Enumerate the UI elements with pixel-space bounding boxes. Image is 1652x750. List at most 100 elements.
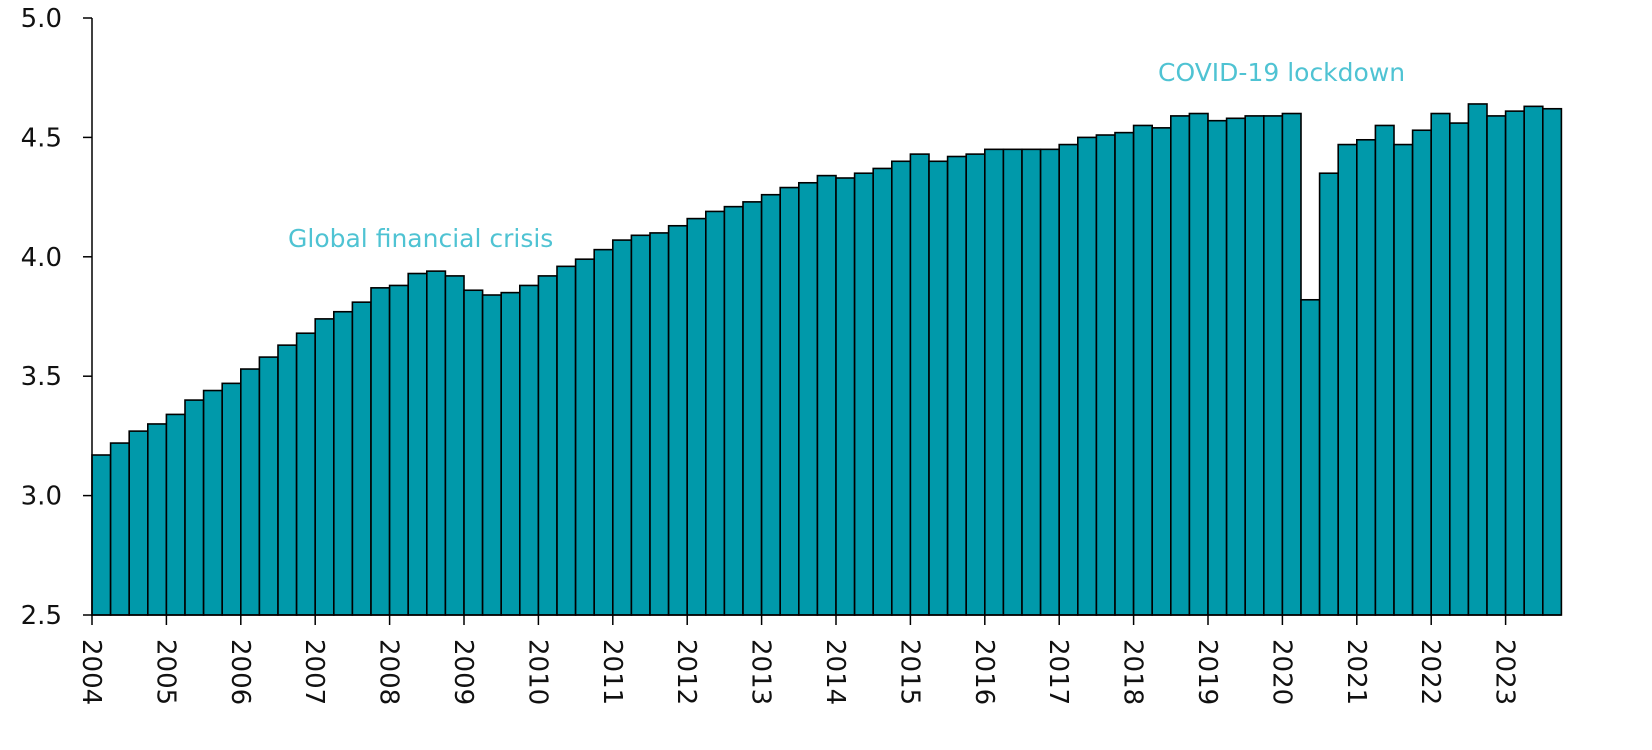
bar <box>667 224 688 616</box>
x-tick-label: 2018 <box>1118 639 1148 705</box>
bar <box>407 272 428 616</box>
bar <box>1318 172 1339 616</box>
x-tick-label: 2016 <box>969 639 999 705</box>
bar <box>1467 103 1488 616</box>
y-tick-label: 4.0 <box>21 243 62 273</box>
bar <box>240 368 261 616</box>
bar <box>723 205 744 616</box>
bar <box>1244 115 1265 616</box>
x-tick-label: 2009 <box>448 639 478 705</box>
x-tick-label: 2014 <box>820 639 850 705</box>
y-tick-label: 5.0 <box>21 4 62 34</box>
bar <box>1486 115 1507 616</box>
x-tick-label: 2019 <box>1192 639 1222 705</box>
bar <box>686 217 707 616</box>
bar <box>797 181 819 616</box>
bar <box>1542 107 1563 616</box>
bar <box>983 148 1005 616</box>
x-tick-label: 2005 <box>150 639 180 705</box>
bar <box>221 382 242 616</box>
bar <box>946 155 967 616</box>
bar <box>1504 110 1525 616</box>
bar <box>202 389 224 616</box>
bar <box>425 270 447 616</box>
bar <box>928 160 949 616</box>
bar <box>463 289 484 616</box>
bar <box>704 210 726 616</box>
bar <box>1058 143 1079 616</box>
bar <box>1393 143 1414 616</box>
bar <box>835 177 856 616</box>
bar <box>518 284 540 616</box>
x-tick-label: 2010 <box>522 639 552 705</box>
x-tick-label: 2022 <box>1415 639 1445 705</box>
bar <box>128 430 149 616</box>
bar <box>351 301 372 616</box>
bar <box>1002 148 1023 616</box>
x-tick-label: 2017 <box>1043 639 1073 705</box>
x-tick-label: 2023 <box>1490 639 1520 705</box>
y-tick-label: 4.5 <box>21 123 62 153</box>
bar <box>742 201 763 616</box>
bar <box>630 234 651 616</box>
y-tick-label: 3.5 <box>21 362 62 392</box>
x-tick-label: 2004 <box>76 639 106 705</box>
bar <box>500 291 521 616</box>
bar <box>1374 124 1395 616</box>
bar <box>1356 138 1377 616</box>
bar <box>760 193 781 616</box>
bar <box>481 294 503 616</box>
x-tick-label: 2012 <box>671 639 701 705</box>
bar <box>1039 148 1060 616</box>
bar <box>1430 112 1451 616</box>
bar <box>1225 117 1246 616</box>
bar <box>1170 115 1191 616</box>
x-tick-label: 2021 <box>1341 639 1371 705</box>
bar <box>909 153 930 616</box>
x-tick-label: 2013 <box>746 639 776 705</box>
bar <box>1263 115 1284 616</box>
bar <box>165 413 186 616</box>
bar <box>1207 119 1228 616</box>
bar <box>388 284 410 616</box>
bar <box>779 186 800 616</box>
bar <box>574 258 595 616</box>
bar <box>611 239 633 616</box>
bar <box>556 265 577 616</box>
bar <box>816 174 837 616</box>
bar <box>1411 129 1432 616</box>
bar <box>370 287 391 616</box>
bar <box>258 356 279 616</box>
bar <box>314 318 335 616</box>
x-tick-label: 2020 <box>1266 639 1296 705</box>
x-tick-label: 2008 <box>374 639 404 705</box>
bar <box>1151 127 1172 616</box>
bar <box>853 172 874 616</box>
bar <box>1132 124 1153 616</box>
bar <box>537 275 558 616</box>
bar <box>277 344 298 616</box>
bar <box>1300 298 1321 616</box>
annotation: Global financial crisis <box>288 224 553 253</box>
bar <box>332 310 354 616</box>
annotation: COVID-19 lockdown <box>1158 58 1405 87</box>
bar <box>444 275 465 616</box>
bar <box>1095 134 1116 616</box>
bar <box>1021 148 1042 616</box>
bar <box>1281 112 1302 616</box>
bar <box>91 454 112 616</box>
y-tick-label: 3.0 <box>21 482 62 512</box>
bar <box>1523 105 1544 616</box>
x-tick-label: 2011 <box>597 639 627 705</box>
bar <box>184 399 205 616</box>
bar <box>890 160 912 616</box>
bar <box>147 423 168 616</box>
bar <box>109 442 130 616</box>
bar <box>649 232 670 616</box>
bar <box>965 153 986 616</box>
bar <box>593 248 614 616</box>
bar <box>1449 122 1470 616</box>
bar <box>295 332 317 616</box>
x-tick-label: 2007 <box>299 639 329 705</box>
